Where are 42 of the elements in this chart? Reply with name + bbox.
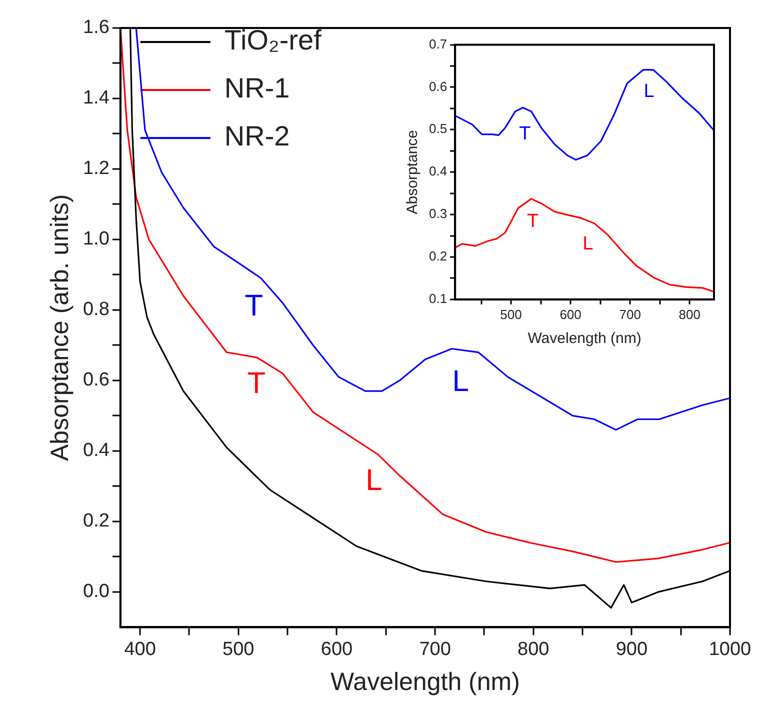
- annotation: T: [519, 123, 532, 144]
- y-tick-label: 0.4: [428, 164, 448, 179]
- y-tick-label: 1.6: [82, 17, 110, 38]
- x-tick-label: 500: [500, 306, 522, 322]
- y-tick-label: 0.2: [82, 510, 110, 532]
- legend-label: NR-2: [224, 120, 290, 152]
- annotation: L: [644, 81, 654, 102]
- annotation: T: [526, 210, 539, 232]
- x-tick-label: 600: [320, 638, 353, 660]
- legend-label: NR-1: [224, 72, 290, 104]
- annotation: L: [452, 364, 469, 398]
- x-tick-label: 600: [560, 306, 582, 322]
- y-tick-label: 0.8: [82, 299, 110, 320]
- y-tick-label: 1.4: [82, 88, 110, 109]
- y-tick-label: 0.2: [428, 248, 448, 264]
- y-tick-label: 1.2: [82, 158, 110, 180]
- annotation: L: [582, 234, 594, 255]
- y-tick-label: 0.0: [82, 581, 110, 602]
- annotation: T: [244, 289, 264, 322]
- x-tick-label: 800: [678, 306, 700, 322]
- annotation: L: [366, 464, 382, 497]
- y-tick-label: 0.3: [428, 206, 448, 222]
- y-tick-label: 1.0: [82, 228, 110, 250]
- y-tick-label: 0.6: [82, 370, 110, 391]
- y-tick-label: 0.1: [428, 290, 448, 306]
- y-tick-label: 0.5: [428, 121, 448, 136]
- y-tick-label: 0.6: [428, 78, 448, 94]
- x-axis-title: Wavelength (nm): [330, 668, 520, 696]
- y-axis-title: Absorptance: [404, 130, 422, 214]
- y-tick-label: 0.4: [82, 440, 110, 462]
- x-tick-label: 700: [619, 306, 641, 322]
- annotation: T: [247, 366, 266, 400]
- x-tick-label: 1000: [708, 638, 752, 660]
- y-axis-title: Absorptance (arb. units): [46, 194, 74, 461]
- x-tick-label: 800: [518, 638, 550, 660]
- x-tick-label: 700: [419, 638, 451, 660]
- x-tick-label: 900: [616, 638, 648, 660]
- legend-label: TiO₂-ref: [224, 24, 322, 56]
- x-tick-label: 400: [124, 638, 156, 660]
- x-axis-title: Wavelength (nm): [528, 330, 642, 348]
- y-tick-label: 0.7: [428, 36, 448, 52]
- x-tick-label: 500: [222, 638, 254, 660]
